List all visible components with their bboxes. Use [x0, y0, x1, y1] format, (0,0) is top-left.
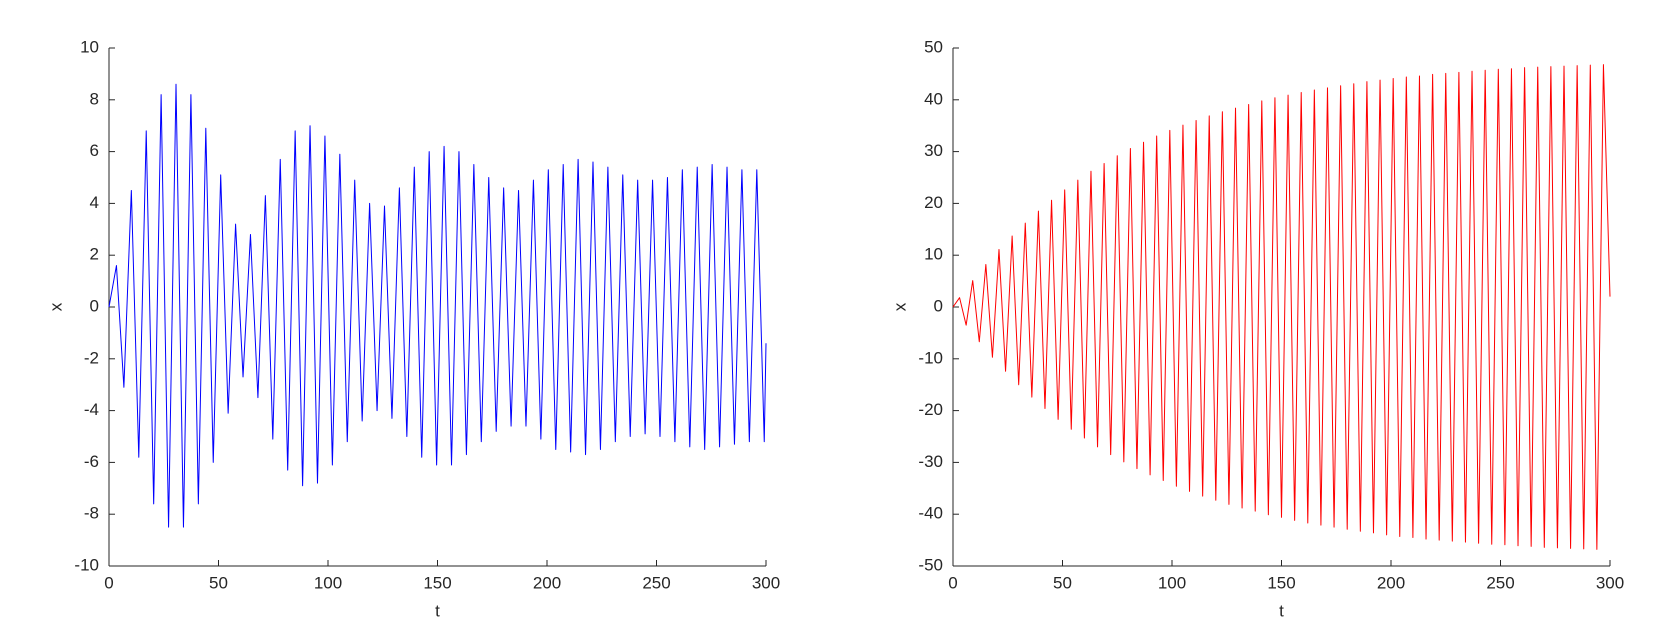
y-tick-label: 30	[924, 141, 943, 160]
y-tick-label: 10	[80, 37, 99, 56]
y-tick-label: -10	[74, 555, 99, 574]
y-tick-label: 6	[90, 141, 99, 160]
x-axis-label: t	[1279, 601, 1284, 620]
y-tick-label: -30	[918, 452, 943, 471]
x-tick-label: 150	[423, 573, 451, 592]
y-tick-label: -4	[84, 400, 99, 419]
y-axis-label: x	[890, 302, 909, 311]
x-tick-label: 50	[209, 573, 228, 592]
x-tick-label: 0	[104, 573, 113, 592]
subplot: 0 50 100 150 200 250 300 -10 -8 -6 -4 -2 0 2 4 6 8 10 t x	[46, 37, 780, 620]
x-tick-label: 200	[1377, 573, 1405, 592]
y-tick-label: -6	[84, 452, 99, 471]
y-tick-label: 8	[90, 89, 99, 108]
x-tick-label: 250	[1486, 573, 1514, 592]
x-tick-label: 250	[642, 573, 670, 592]
x-tick-label: 300	[1596, 573, 1624, 592]
y-tick-label: -2	[84, 348, 99, 367]
y-tick-label: -50	[918, 555, 943, 574]
x-tick-label: 150	[1267, 573, 1295, 592]
x-tick-label: 300	[752, 573, 780, 592]
y-tick-label: 0	[934, 296, 943, 315]
y-tick-label: 40	[924, 89, 943, 108]
y-tick-label: 20	[924, 193, 943, 212]
y-tick-label: -20	[918, 400, 943, 419]
x-tick-label: 200	[533, 573, 561, 592]
y-tick-label: 0	[90, 296, 99, 315]
y-tick-label: 4	[90, 193, 99, 212]
y-tick-label: -10	[918, 348, 943, 367]
data-line	[952, 64, 1611, 550]
x-tick-label: 100	[1158, 573, 1186, 592]
subplot: 0 50 100 150 200 250 300 -50 -40 -30 -20 -10 0 10 20 30…	[890, 37, 1624, 620]
y-tick-label: -8	[84, 504, 99, 523]
y-axis-label: x	[46, 302, 65, 311]
x-axis-label: t	[435, 601, 440, 620]
data-line	[108, 83, 767, 528]
x-tick-label: 50	[1053, 573, 1072, 592]
x-tick-label: 100	[314, 573, 342, 592]
x-tick-label: 0	[948, 573, 957, 592]
y-tick-label: 2	[90, 245, 99, 264]
y-tick-label: -40	[918, 504, 943, 523]
y-tick-label: 50	[924, 37, 943, 56]
y-tick-label: 10	[924, 245, 943, 264]
